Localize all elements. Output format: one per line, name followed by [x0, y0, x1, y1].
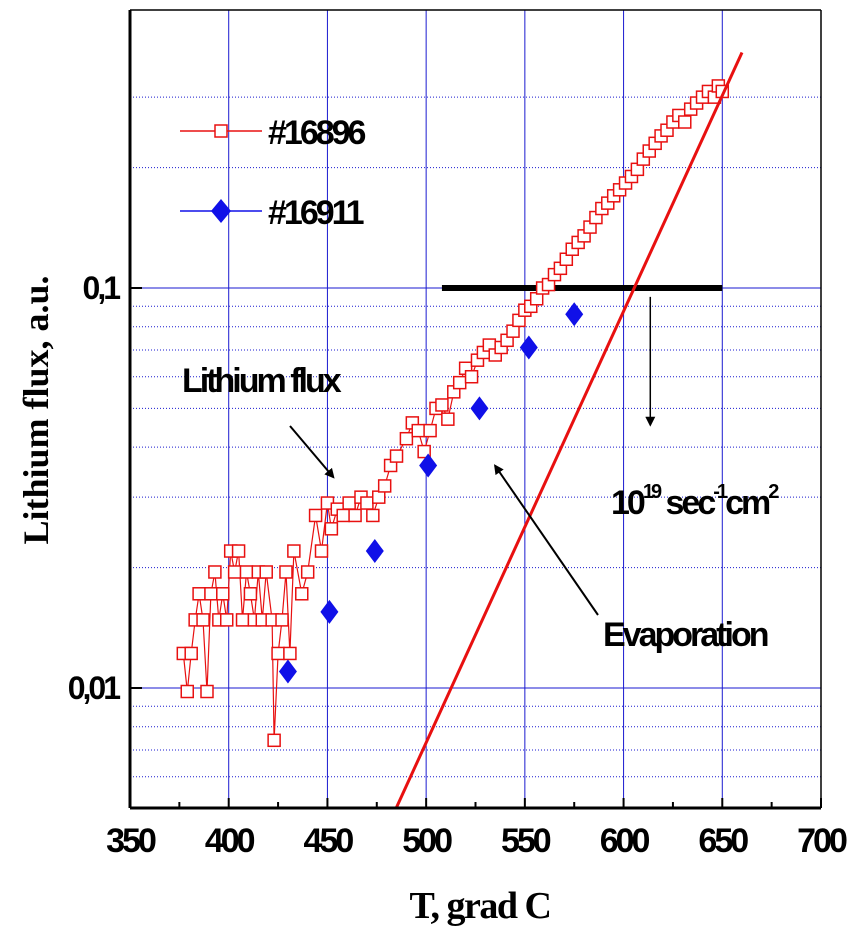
y-axis-label: Lithium flux, a.u. — [16, 275, 56, 544]
data-point — [336, 508, 350, 523]
data-point — [231, 544, 246, 558]
annotation-arrow — [493, 464, 599, 616]
data-point — [377, 479, 392, 493]
data-point — [372, 490, 386, 504]
annotation-lithium-flux: Lithium flux — [182, 362, 342, 400]
y-tick-label: 0,1 — [83, 270, 121, 306]
data-point — [519, 335, 538, 360]
plot-series-layer — [176, 51, 744, 808]
data-point — [243, 587, 258, 601]
data-point — [216, 587, 230, 601]
y-tick-label: 0,01 — [68, 670, 120, 706]
data-point — [208, 565, 222, 579]
data-point — [283, 646, 297, 661]
data-point — [342, 496, 356, 510]
legend-marker — [211, 199, 231, 223]
x-tick-label: 600 — [600, 822, 650, 860]
x-tick-label: 500 — [402, 822, 452, 860]
data-point — [204, 587, 218, 601]
data-point — [464, 369, 479, 384]
data-point — [219, 613, 234, 627]
x-tick-label: 400 — [205, 822, 255, 860]
data-point — [180, 684, 195, 699]
data-point — [320, 599, 339, 624]
x-axis-label: T, grad C — [410, 885, 551, 927]
annotation-arrow — [289, 425, 335, 479]
data-point — [678, 115, 692, 129]
annotation-flux-unit: 1019 sec-1cm2 — [611, 481, 779, 522]
axes — [128, 9, 822, 810]
data-point — [278, 659, 297, 684]
data-point — [196, 613, 210, 627]
data-point — [348, 508, 362, 523]
data-point — [324, 522, 339, 536]
data-point — [441, 412, 455, 426]
data-point — [267, 733, 281, 748]
data-point — [275, 613, 289, 627]
data-point — [259, 565, 273, 579]
data-point — [470, 396, 489, 421]
data-point — [360, 496, 374, 510]
data-point — [419, 453, 438, 478]
data-point — [399, 431, 414, 446]
data-point — [314, 544, 329, 558]
data-point — [227, 565, 242, 579]
data-point — [184, 646, 198, 661]
data-point — [366, 508, 380, 523]
data-point — [200, 684, 214, 699]
data-point — [389, 449, 404, 463]
legend-label: #16911 — [268, 194, 364, 232]
x-tick-label: 650 — [698, 822, 748, 860]
data-point — [295, 587, 309, 601]
data-point — [300, 565, 315, 579]
data-point — [452, 375, 467, 390]
data-point — [365, 539, 384, 564]
annotations: Lithium flux Evaporation 1019 sec-1cm2 — [182, 296, 782, 654]
data-point — [423, 423, 437, 438]
data-point — [279, 565, 293, 579]
data-point — [565, 302, 584, 327]
data-point — [271, 646, 285, 661]
x-tick-label: 700 — [797, 822, 847, 860]
data-point — [239, 565, 254, 579]
legend: #16896 #16911 — [180, 114, 369, 232]
data-point — [435, 398, 449, 412]
data-point — [287, 544, 301, 558]
legend-label: #16896 — [268, 114, 366, 152]
data-point — [308, 508, 323, 523]
x-tick-label: 550 — [501, 822, 551, 860]
x-tick-label: 350 — [106, 822, 156, 860]
evaporation-line — [395, 51, 744, 808]
data-point — [192, 587, 206, 601]
grid-lines — [130, 10, 821, 808]
data-point — [235, 613, 250, 627]
x-tick-label: 450 — [304, 822, 354, 860]
data-point — [417, 444, 431, 459]
legend-marker — [214, 124, 228, 138]
data-point — [411, 423, 425, 438]
annotation-evaporation: Evaporation — [603, 616, 768, 654]
tick-labels: 350 400 450 500 550 600 650 700 0,01 0,1 — [68, 270, 850, 860]
